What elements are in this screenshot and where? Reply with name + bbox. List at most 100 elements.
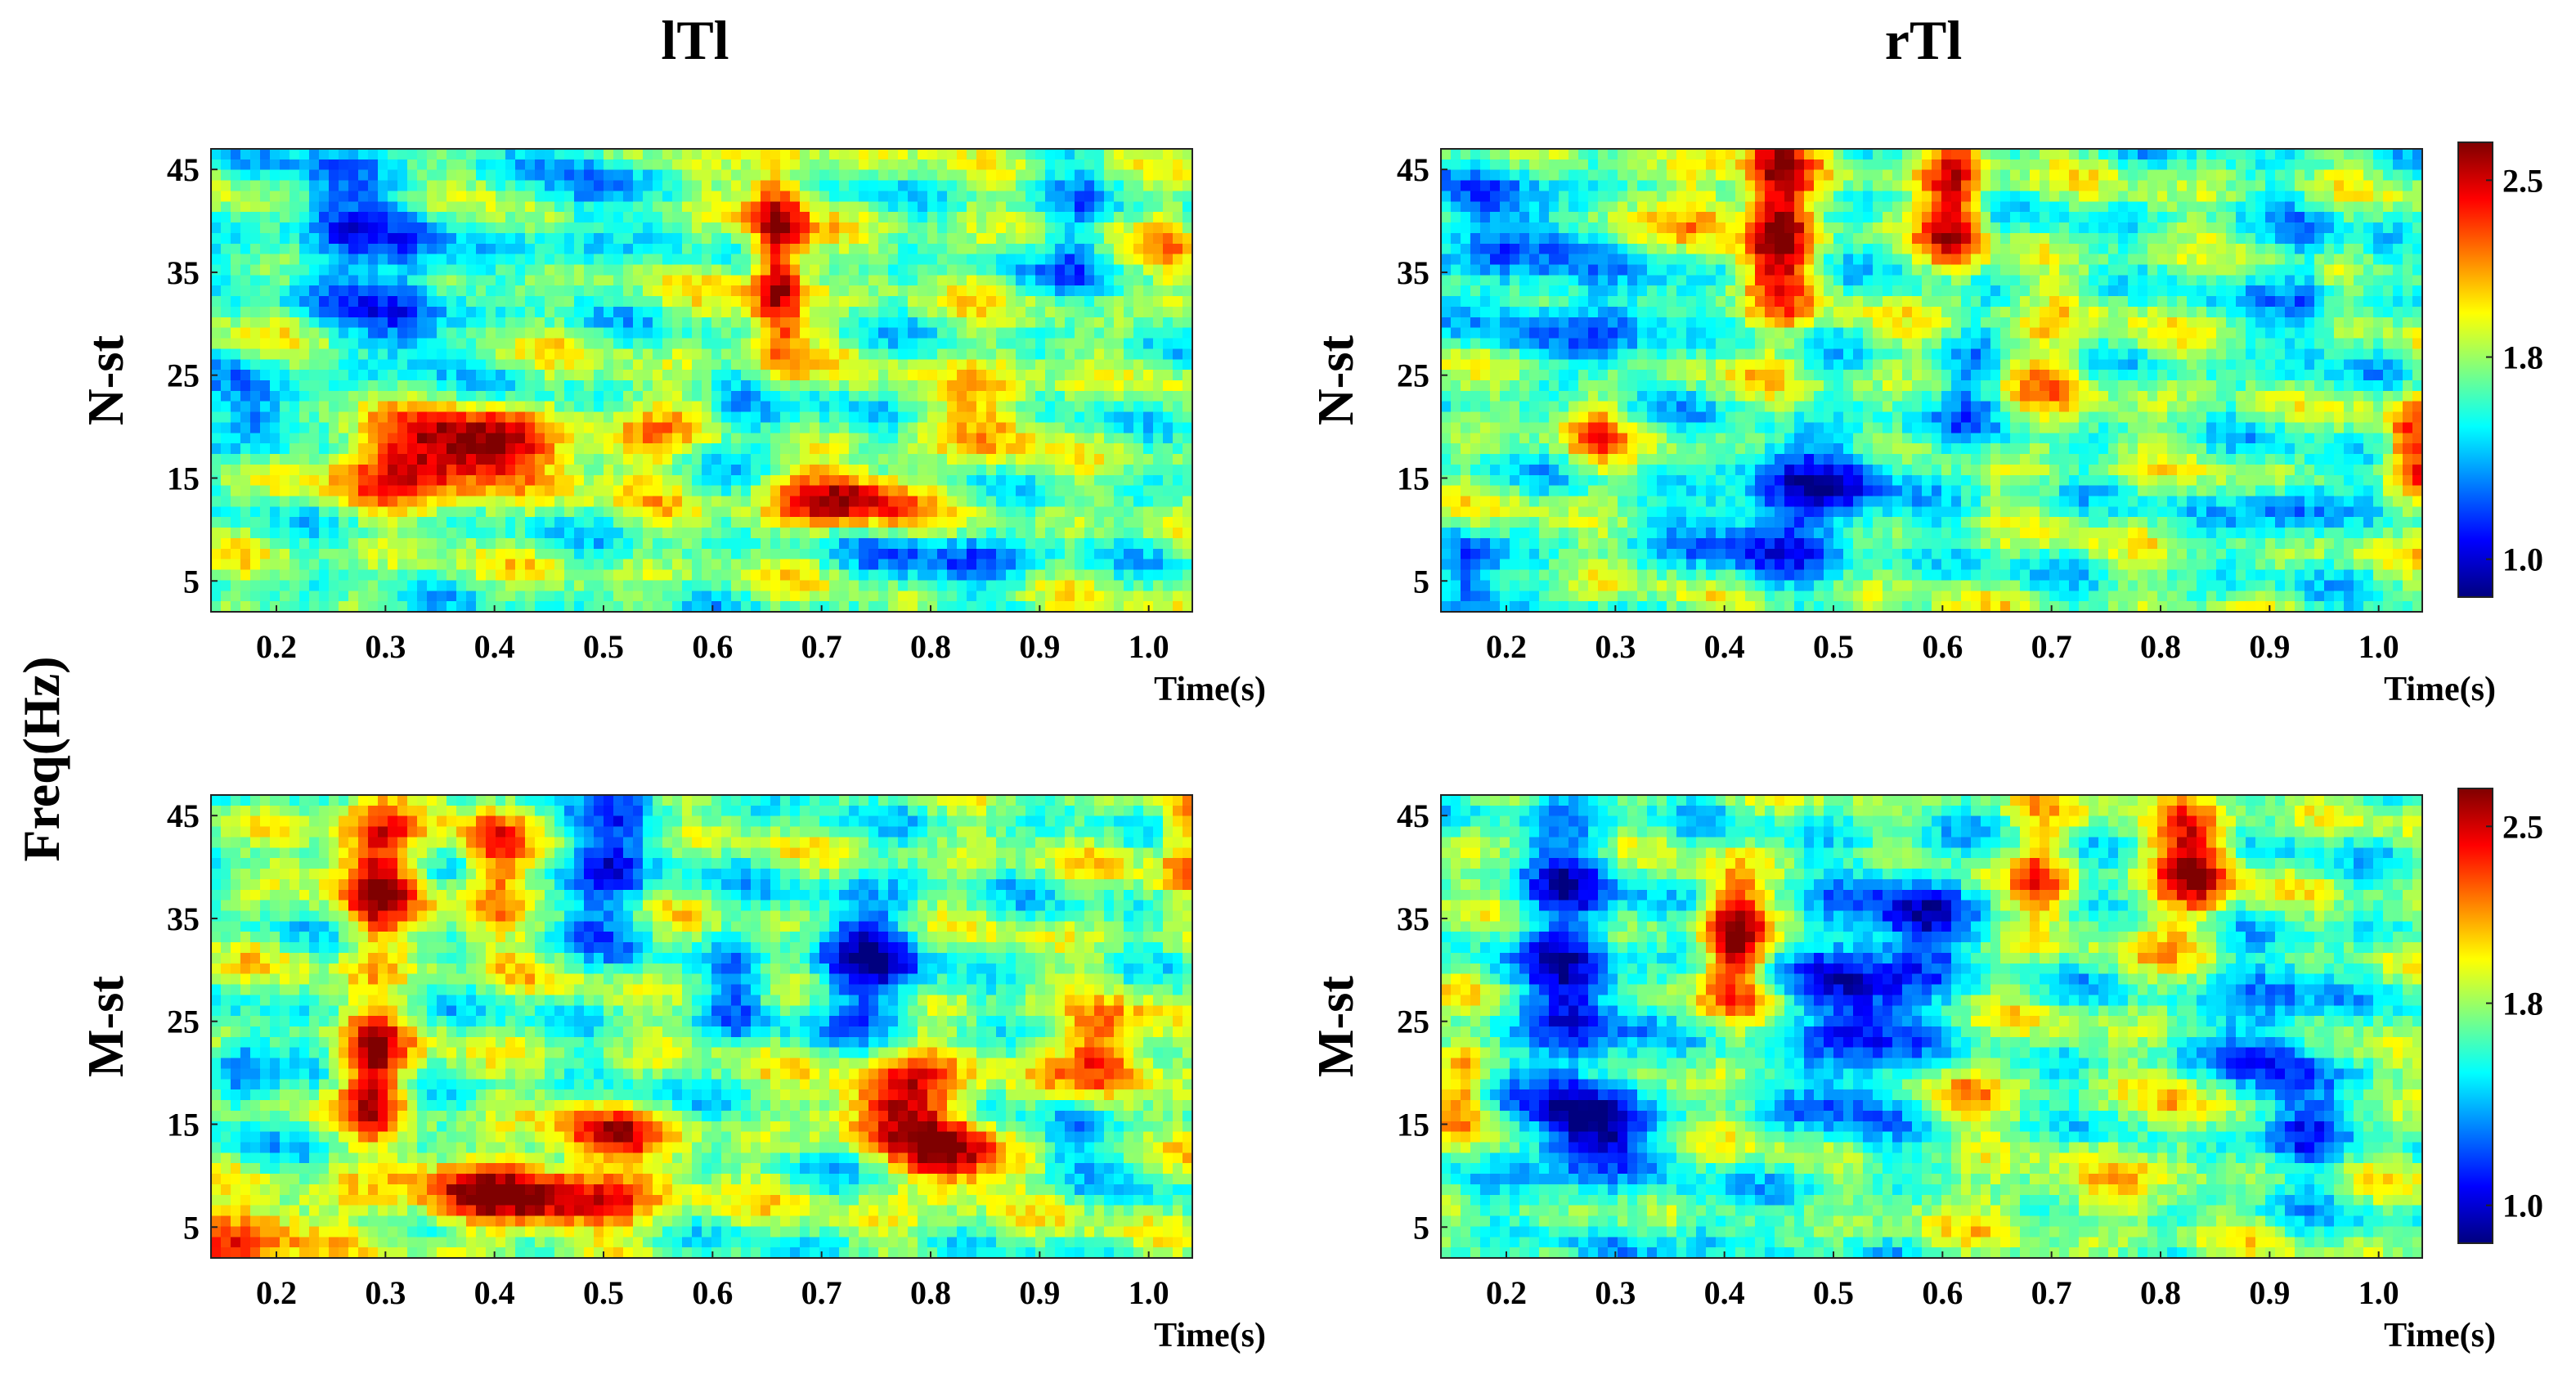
- heatmap-cell: [554, 569, 565, 582]
- heatmap-cell: [976, 149, 987, 160]
- heatmap-cell: [476, 306, 487, 318]
- heatmap-cell: [309, 601, 320, 613]
- heatmap-cell: [1104, 474, 1115, 487]
- heatmap-cell: [770, 601, 781, 613]
- heatmap-cell: [554, 306, 565, 318]
- heatmap-cell: [584, 422, 595, 433]
- heatmap-cell: [888, 485, 899, 497]
- heatmap-cell: [819, 548, 830, 560]
- heatmap-cell: [672, 201, 683, 213]
- heatmap-cell: [623, 601, 634, 613]
- heatmap-cell: [898, 548, 909, 560]
- heatmap-cell: [1055, 454, 1066, 465]
- heatmap-cell: [397, 485, 408, 497]
- heatmap-cell: [211, 169, 222, 182]
- heatmap-cell: [721, 254, 732, 266]
- heatmap-cell: [417, 370, 428, 381]
- heatmap-cell: [1549, 180, 1560, 192]
- heatmap-cell: [800, 580, 810, 591]
- heatmap-cell: [947, 506, 958, 518]
- heatmap-cell: [947, 580, 958, 591]
- heatmap-cell: [947, 264, 958, 276]
- heatmap-cell: [1045, 591, 1056, 602]
- heatmap-cell: [564, 548, 575, 560]
- column-title-rTl: rTl: [1885, 9, 1962, 71]
- heatmap-cell: [623, 537, 634, 550]
- heatmap-cell: [1104, 180, 1115, 192]
- heatmap-cell: [1480, 180, 1491, 192]
- heatmap-cell: [780, 169, 791, 182]
- heatmap-cell: [711, 443, 722, 455]
- heatmap-cell: [319, 454, 330, 465]
- heatmap-cell: [260, 180, 271, 192]
- heatmap-cell: [1618, 201, 1628, 213]
- heatmap-cell: [427, 390, 438, 402]
- heatmap-cell: [525, 275, 536, 286]
- heatmap-cell: [908, 317, 918, 329]
- heatmap-cell: [790, 537, 801, 550]
- heatmap-cell: [810, 548, 820, 560]
- heatmap-cell: [250, 401, 261, 413]
- heatmap-cell: [1173, 232, 1183, 245]
- heatmap-cell: [653, 327, 663, 339]
- heatmap-cell: [554, 359, 565, 371]
- heatmap-cell: [211, 411, 222, 424]
- heatmap-cell: [437, 401, 447, 413]
- heatmap-cell: [1124, 474, 1134, 487]
- heatmap-cell: [309, 317, 320, 329]
- heatmap-cell: [535, 222, 545, 234]
- heatmap-cell: [1153, 580, 1164, 591]
- heatmap-cell: [731, 380, 742, 392]
- heatmap-cell: [1114, 390, 1124, 402]
- heatmap-cell: [849, 454, 859, 465]
- heatmap-cell: [662, 180, 673, 192]
- heatmap-cell: [996, 264, 1007, 276]
- heatmap-cell: [319, 317, 330, 329]
- heatmap-cell: [535, 327, 545, 339]
- heatmap-cell: [633, 159, 644, 171]
- heatmap-cell: [1124, 222, 1134, 234]
- heatmap-cell: [437, 559, 447, 571]
- heatmap-cell: [1696, 149, 1707, 160]
- heatmap-cell: [2393, 180, 2403, 192]
- heatmap-cell: [466, 348, 477, 360]
- heatmap-cell: [368, 559, 379, 571]
- heatmap-cell: [1598, 201, 1609, 213]
- heatmap-cell: [1084, 433, 1095, 444]
- heatmap-cell: [496, 201, 506, 213]
- heatmap-cell: [1173, 159, 1183, 171]
- heatmap-cell: [1578, 180, 1589, 192]
- heatmap-cell: [653, 517, 663, 528]
- heatmap-cell: [505, 243, 516, 255]
- heatmap-cell: [859, 548, 869, 560]
- heatmap-cell: [967, 569, 977, 582]
- heatmap-cell: [2285, 149, 2296, 160]
- heatmap-cell: [947, 464, 958, 476]
- heatmap-cell: [545, 222, 555, 234]
- heatmap-cell: [2403, 169, 2413, 182]
- heatmap-cell: [407, 275, 418, 286]
- heatmap-cell: [1173, 506, 1183, 518]
- heatmap-cell: [496, 485, 506, 497]
- heatmap-cell: [437, 159, 447, 171]
- heatmap-cell: [466, 264, 477, 276]
- heatmap-cell: [613, 517, 624, 528]
- heatmap-cell: [505, 275, 516, 286]
- heatmap-cell: [1075, 212, 1085, 223]
- heatmap-cell: [486, 149, 496, 160]
- heatmap-cell: [319, 222, 330, 234]
- heatmap-cell: [996, 422, 1007, 433]
- heatmap-cell: [1951, 191, 1962, 202]
- heatmap-cell: [819, 537, 830, 550]
- heatmap-cell: [417, 169, 428, 182]
- heatmap-cell: [417, 474, 428, 487]
- heatmap-cell: [1006, 201, 1016, 213]
- heatmap-cell: [2118, 169, 2129, 182]
- heatmap-cell: [466, 180, 477, 192]
- heatmap-cell: [908, 443, 918, 455]
- heatmap-cell: [1094, 243, 1105, 255]
- heatmap-cell: [947, 411, 958, 424]
- heatmap-cell: [711, 243, 722, 255]
- heatmap-cell: [702, 443, 712, 455]
- heatmap-cell: [947, 306, 958, 318]
